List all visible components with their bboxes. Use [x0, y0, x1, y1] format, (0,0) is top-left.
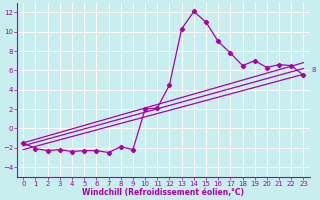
X-axis label: Windchill (Refroidissement éolien,°C): Windchill (Refroidissement éolien,°C): [82, 188, 244, 197]
Text: 8: 8: [312, 67, 316, 73]
